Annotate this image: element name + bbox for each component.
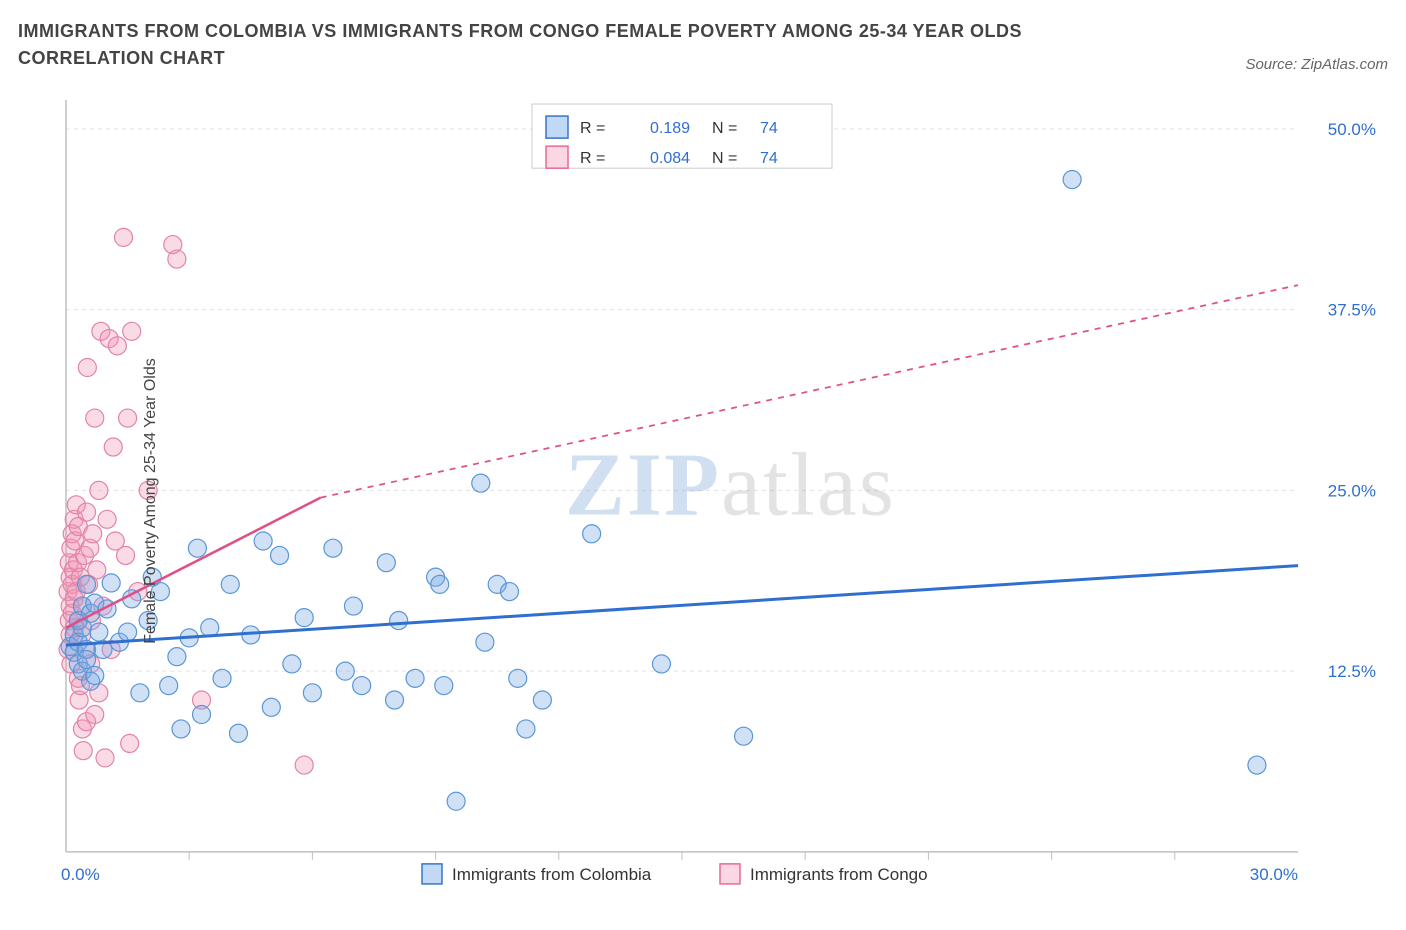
data-point <box>353 677 371 695</box>
trend-line <box>66 566 1298 646</box>
y-tick-label: 25.0% <box>1328 481 1376 500</box>
scatter-chart: 12.5% 25.0% 37.5% 50.0% 0.0% 30.0% R = 0.189 N … <box>18 90 1388 912</box>
data-point <box>86 409 104 427</box>
legend-r-label: R = <box>580 120 605 137</box>
legend-series-label: Immigrants from Congo <box>750 865 928 884</box>
data-point <box>119 409 137 427</box>
data-point <box>324 539 342 557</box>
legend-n-label: N = <box>712 150 737 167</box>
trend-line-ext <box>321 285 1298 498</box>
data-point <box>86 705 104 723</box>
y-tick-label: 12.5% <box>1328 662 1376 681</box>
legend-n-value: 74 <box>760 150 778 167</box>
data-point <box>121 734 139 752</box>
data-point <box>652 655 670 673</box>
data-point <box>119 623 137 641</box>
y-tick-label: 50.0% <box>1328 120 1376 139</box>
data-point <box>472 474 490 492</box>
data-point <box>123 590 141 608</box>
legend-swatch <box>546 116 568 138</box>
legend-swatch <box>720 864 740 884</box>
data-point <box>172 720 190 738</box>
data-point <box>221 575 239 593</box>
chart-area: Female Poverty Among 25-34 Year Olds 12.… <box>18 90 1388 912</box>
x-tick-label: 0.0% <box>61 865 100 884</box>
data-point <box>78 358 96 376</box>
data-point <box>108 337 126 355</box>
legend-r-value: 0.084 <box>650 150 690 167</box>
x-tick-label: 30.0% <box>1250 865 1298 884</box>
data-point <box>90 481 108 499</box>
data-point <box>102 574 120 592</box>
data-point <box>303 684 321 702</box>
chart-title: IMMIGRANTS FROM COLOMBIA VS IMMIGRANTS F… <box>18 18 1156 72</box>
data-point <box>386 691 404 709</box>
data-point <box>735 727 753 745</box>
data-point <box>1063 171 1081 189</box>
data-point <box>96 749 114 767</box>
y-axis-label: Female Poverty Among 25-34 Year Olds <box>142 358 160 644</box>
data-point <box>271 546 289 564</box>
legend-r-value: 0.189 <box>650 120 690 137</box>
data-point <box>406 669 424 687</box>
legend-series-label: Immigrants from Colombia <box>452 865 652 884</box>
data-point <box>90 623 108 641</box>
legend-n-value: 74 <box>760 120 778 137</box>
data-point <box>533 691 551 709</box>
legend-swatch <box>422 864 442 884</box>
data-point <box>344 597 362 615</box>
data-point <box>193 705 211 723</box>
data-point <box>509 669 527 687</box>
data-point <box>390 611 408 629</box>
data-point <box>117 546 135 564</box>
data-point <box>283 655 301 673</box>
data-point <box>229 724 247 742</box>
data-point <box>131 684 149 702</box>
data-point <box>84 525 102 543</box>
data-point <box>583 525 601 543</box>
data-point <box>98 510 116 528</box>
source-attribution: Source: ZipAtlas.com <box>1245 56 1388 73</box>
legend-swatch <box>546 146 568 168</box>
data-point <box>168 250 186 268</box>
data-point <box>431 575 449 593</box>
data-point <box>1248 756 1266 774</box>
data-point <box>114 228 132 246</box>
data-point <box>447 792 465 810</box>
data-point <box>336 662 354 680</box>
data-point <box>104 438 122 456</box>
legend-r-label: R = <box>580 150 605 167</box>
data-point <box>123 322 141 340</box>
data-point <box>517 720 535 738</box>
data-point <box>78 575 96 593</box>
data-point <box>78 503 96 521</box>
data-point <box>168 648 186 666</box>
data-point <box>377 554 395 572</box>
data-point <box>86 666 104 684</box>
data-point <box>295 609 313 627</box>
data-point <box>501 583 519 601</box>
legend-n-label: N = <box>712 120 737 137</box>
data-point <box>213 669 231 687</box>
data-point <box>262 698 280 716</box>
data-point <box>74 742 92 760</box>
data-point <box>78 651 96 669</box>
data-point <box>188 539 206 557</box>
data-point <box>295 756 313 774</box>
data-point <box>160 677 178 695</box>
data-point <box>254 532 272 550</box>
y-tick-label: 37.5% <box>1328 301 1376 320</box>
data-point <box>476 633 494 651</box>
data-point <box>435 677 453 695</box>
